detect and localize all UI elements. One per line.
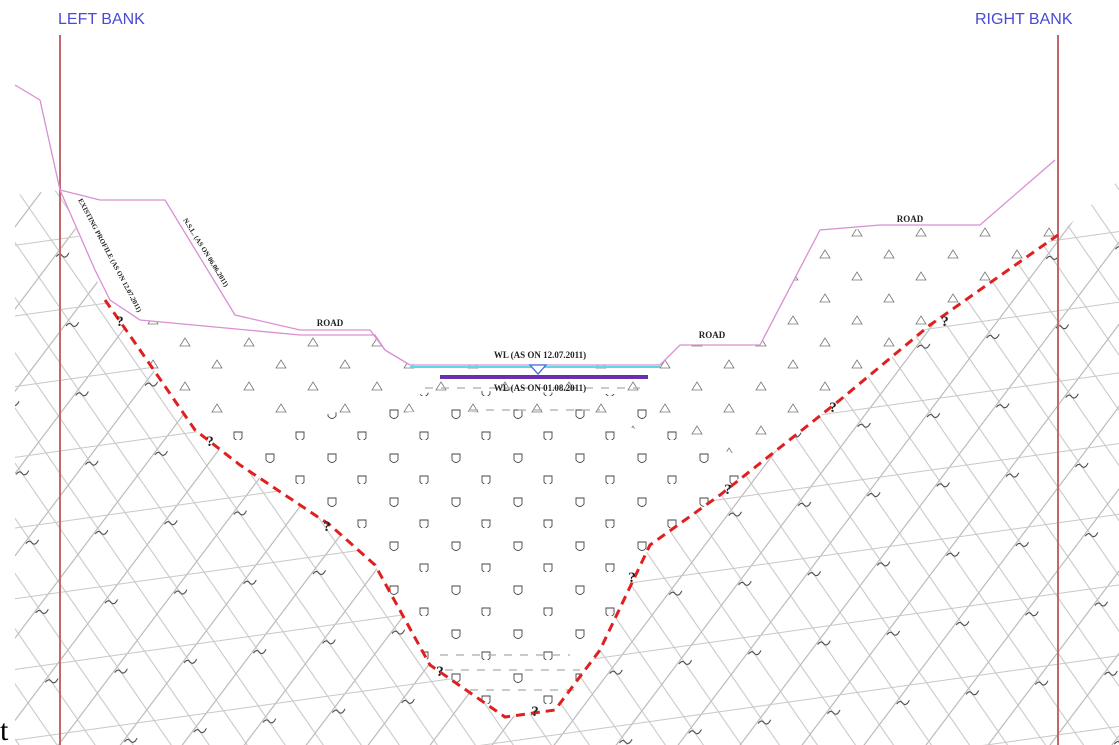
text-fragment: t [0, 714, 9, 745]
bedrock-marker: ? [628, 570, 636, 586]
bedrock-markers: ????????? [116, 314, 949, 720]
bedrock-marker: ? [116, 314, 124, 330]
water-level-label: WL (AS ON 12.07.2011) [494, 350, 586, 360]
bedrock-marker: ? [206, 434, 214, 450]
existing-profile-line [59, 189, 411, 366]
road-label: ROAD [317, 318, 344, 328]
road-label: ROAD [897, 214, 924, 224]
water-symbol [528, 364, 548, 375]
sediment-dashes [425, 387, 640, 691]
bedrock-marker: ? [829, 400, 837, 416]
right-bank-label: RIGHT BANK [975, 11, 1073, 28]
bedrock-line [103, 233, 1059, 719]
bedrock-marker: ? [724, 482, 732, 498]
bedrock-marker: ? [436, 664, 444, 680]
bedrock-marker: ? [531, 704, 539, 720]
bedrock-marker: ? [323, 519, 331, 535]
left-bank-label: LEFT BANK [58, 11, 145, 28]
road-label: ROAD [699, 330, 726, 340]
water-level-label: WL (AS ON 01.08.2011) [494, 383, 586, 393]
bedrock-marker: ? [941, 314, 949, 330]
